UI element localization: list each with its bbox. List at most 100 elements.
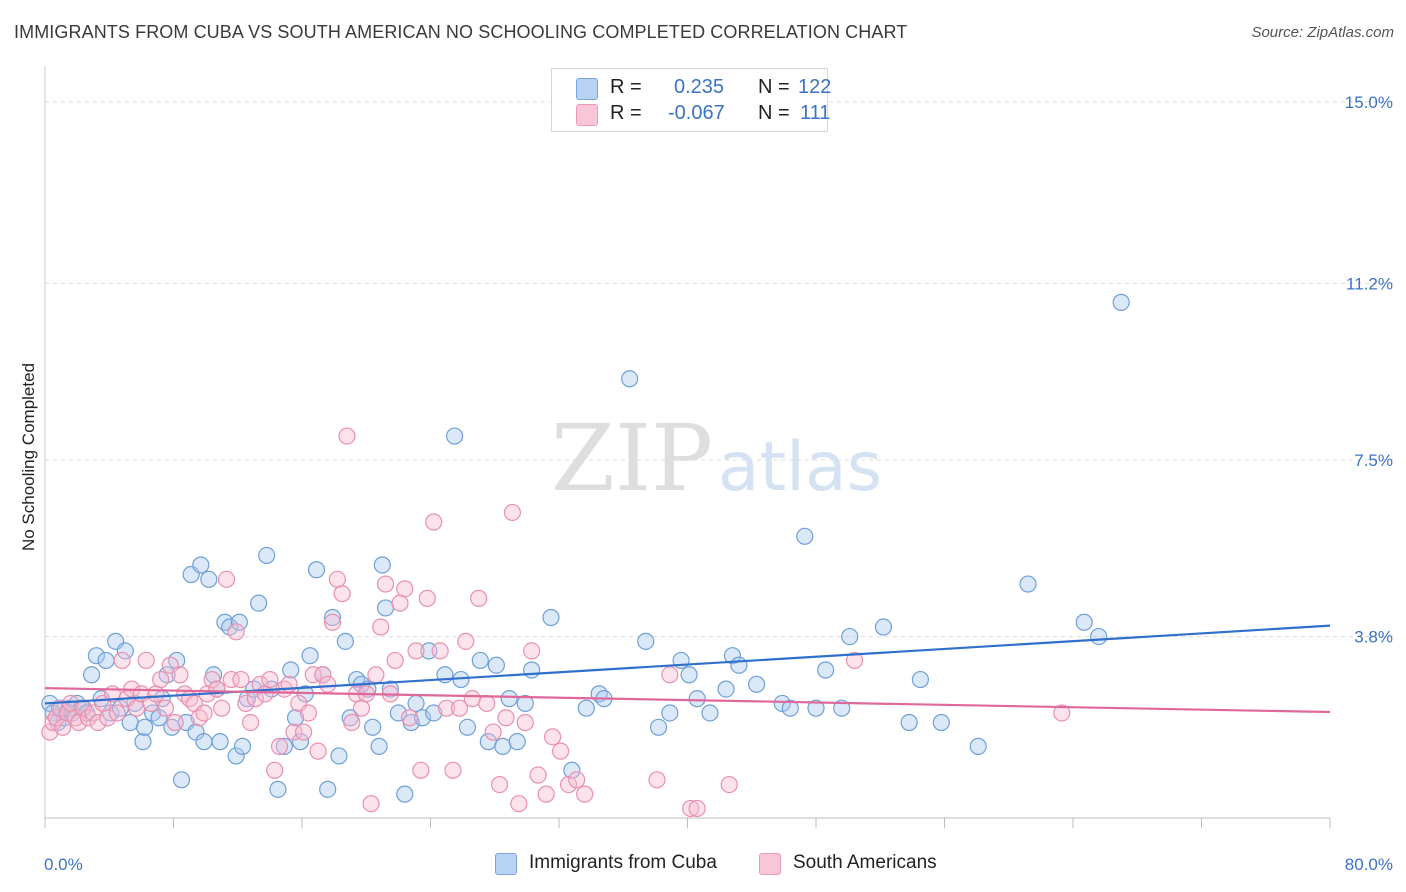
trend-lines xyxy=(44,624,1331,714)
legend-n-label: N = xyxy=(758,76,790,98)
data-point xyxy=(323,608,342,627)
data-point xyxy=(152,670,170,689)
data-point xyxy=(376,599,395,617)
data-point xyxy=(304,666,322,684)
data-point xyxy=(478,694,496,713)
data-point xyxy=(1112,293,1130,311)
data-point xyxy=(108,704,126,722)
data-point xyxy=(508,733,526,751)
data-point xyxy=(407,642,425,660)
data-point xyxy=(328,570,346,588)
data-point xyxy=(463,690,481,708)
data-point xyxy=(552,742,570,760)
bottom-legend-swatch-south-american xyxy=(759,853,781,875)
legend-r-value: -0.067 xyxy=(668,102,725,124)
data-point xyxy=(425,513,443,531)
data-point xyxy=(900,713,918,732)
data-point xyxy=(688,799,706,818)
data-point xyxy=(47,709,65,727)
data-point xyxy=(237,694,255,713)
data-point xyxy=(661,666,679,684)
data-point xyxy=(649,718,668,736)
data-point xyxy=(389,704,407,722)
data-point xyxy=(323,613,342,631)
data-point xyxy=(195,733,213,751)
data-point xyxy=(437,699,456,717)
data-point xyxy=(227,623,245,641)
data-point xyxy=(41,723,59,741)
legend-swatch-cuba xyxy=(576,78,598,100)
data-point xyxy=(568,771,586,789)
data-point xyxy=(425,704,443,722)
data-point xyxy=(286,709,305,727)
data-point xyxy=(560,775,578,794)
data-point xyxy=(44,713,62,732)
data-point xyxy=(99,709,117,727)
axis-labels: 3.8% 7.5% 11.2% 15.0% 0.0% 80.0% No Schooling … xyxy=(19,93,1393,874)
data-point xyxy=(190,709,208,727)
data-point xyxy=(266,761,284,779)
data-point xyxy=(471,651,489,670)
data-point xyxy=(1075,613,1093,631)
data-point xyxy=(258,546,276,565)
data-point xyxy=(89,713,107,732)
data-point xyxy=(1090,627,1108,646)
trend-line xyxy=(44,624,1331,705)
data-point xyxy=(307,561,326,579)
x-tick-label: 80.0% xyxy=(1345,855,1393,874)
data-point xyxy=(773,694,791,713)
data-point xyxy=(841,627,859,646)
data-point xyxy=(261,670,279,689)
data-point xyxy=(450,699,469,717)
data-point xyxy=(373,556,391,574)
data-point xyxy=(444,761,462,779)
data-point xyxy=(135,718,154,736)
data-point xyxy=(401,709,419,727)
data-point xyxy=(319,780,337,798)
legend-r-value: 0.235 xyxy=(674,76,725,98)
data-point xyxy=(171,666,189,684)
data-point xyxy=(723,647,742,665)
data-point xyxy=(338,427,356,445)
bottom-legend-swatch-cuba xyxy=(495,853,517,875)
data-point xyxy=(50,699,69,717)
data-point xyxy=(217,570,236,588)
data-point xyxy=(242,713,260,732)
data-point xyxy=(969,737,987,755)
data-point xyxy=(208,680,226,698)
data-point xyxy=(372,618,390,636)
data-point xyxy=(150,709,168,727)
data-point xyxy=(717,680,735,698)
data-point xyxy=(309,742,327,760)
data-point xyxy=(494,737,512,755)
data-point xyxy=(701,704,719,722)
data-point xyxy=(833,699,851,717)
watermark: ZIP atlas xyxy=(551,405,882,512)
bottom-legend-label-cuba: Immigrants from Cuba xyxy=(529,852,717,873)
data-point xyxy=(621,370,639,388)
data-point xyxy=(396,785,414,803)
data-point xyxy=(413,709,432,727)
data-point xyxy=(484,723,502,741)
data-point xyxy=(256,685,274,703)
data-point xyxy=(412,761,430,779)
data-point xyxy=(211,733,229,751)
data-point xyxy=(362,795,380,813)
y-axis-title: No Schooling Completed xyxy=(19,363,38,551)
data-point xyxy=(200,570,218,588)
data-point xyxy=(195,704,213,722)
data-point xyxy=(137,651,155,670)
data-point xyxy=(134,733,152,751)
data-point xyxy=(301,647,319,665)
data-point xyxy=(270,737,289,755)
data-point xyxy=(470,589,488,607)
data-point xyxy=(314,666,332,684)
data-point xyxy=(431,642,449,660)
x-tick-label: 0.0% xyxy=(44,855,83,874)
data-point xyxy=(781,699,799,717)
data-point xyxy=(319,675,337,693)
data-point xyxy=(233,737,252,755)
data-point xyxy=(203,670,221,689)
data-point xyxy=(364,718,382,736)
data-point xyxy=(285,723,303,741)
